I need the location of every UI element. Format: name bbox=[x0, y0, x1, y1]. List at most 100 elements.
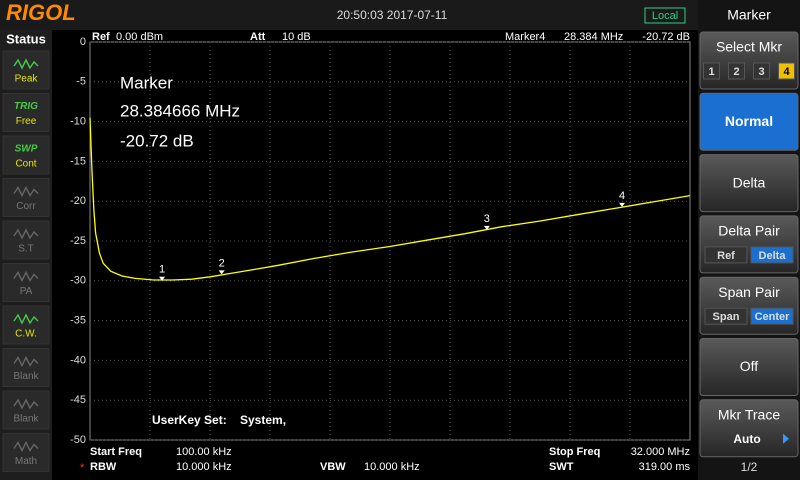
tag: TRIG bbox=[14, 101, 38, 112]
y-tick-label: -35 bbox=[70, 315, 86, 327]
label: C.W. bbox=[15, 329, 37, 340]
y-tick-label: -50 bbox=[70, 434, 86, 446]
y-tick-label: -25 bbox=[70, 235, 86, 247]
start: 100.00 kHz bbox=[176, 446, 232, 458]
start-label: Start Freq bbox=[90, 446, 142, 458]
marker-point bbox=[218, 270, 225, 275]
menu-button[interactable] bbox=[699, 338, 799, 396]
swt: 319.00 ms bbox=[639, 461, 691, 473]
status-item bbox=[2, 135, 50, 175]
y-tick-label: -10 bbox=[70, 116, 86, 128]
arrow bbox=[783, 433, 789, 444]
option-box[interactable] bbox=[704, 307, 748, 325]
marker-label: 1 bbox=[159, 264, 165, 276]
y-tick-label: -40 bbox=[70, 354, 86, 366]
title: Marker bbox=[120, 73, 173, 92]
tag: SWP bbox=[15, 144, 38, 155]
brand: RIGOL bbox=[6, 0, 76, 25]
ref-label: Ref bbox=[92, 31, 110, 43]
status-icon bbox=[13, 185, 39, 198]
status-icon bbox=[13, 228, 39, 240]
status-title: Status bbox=[6, 31, 46, 46]
marker-level: -20.72 dB bbox=[642, 31, 690, 43]
label: Normal bbox=[725, 113, 773, 129]
label: Blank bbox=[13, 414, 39, 425]
label: Delta Pair bbox=[718, 223, 780, 239]
menu-button[interactable] bbox=[699, 154, 799, 213]
label: Blank bbox=[13, 371, 39, 382]
label: Free bbox=[16, 116, 37, 127]
menu-button[interactable] bbox=[699, 92, 799, 151]
label: PA bbox=[20, 286, 33, 297]
label: 2 bbox=[733, 66, 739, 78]
option-box[interactable] bbox=[750, 246, 794, 264]
datetime: 20:50:03 2017-07-11 bbox=[337, 8, 448, 22]
marker-label: 4 bbox=[619, 190, 625, 202]
label: Span bbox=[713, 311, 740, 323]
label: Delta bbox=[759, 250, 787, 262]
y-tick-label: -45 bbox=[70, 394, 86, 406]
status-item bbox=[2, 93, 50, 132]
marker-point bbox=[483, 225, 490, 230]
label: UserKey Set: bbox=[152, 413, 227, 427]
status-item bbox=[2, 178, 50, 217]
label: Ref bbox=[717, 250, 735, 262]
option-box[interactable] bbox=[704, 246, 748, 264]
label: Peak bbox=[15, 74, 39, 85]
option-box[interactable] bbox=[750, 307, 794, 325]
y-tick-label: 0 bbox=[80, 36, 86, 48]
mode-box bbox=[644, 7, 686, 24]
y-tick-label: -30 bbox=[70, 275, 86, 287]
status-item bbox=[2, 390, 50, 430]
stop: 32.000 MHz bbox=[631, 446, 690, 458]
label: Off bbox=[740, 358, 759, 374]
mode: Local bbox=[652, 10, 678, 22]
y-tick-label: -5 bbox=[76, 76, 86, 88]
vbw-label: VBW bbox=[320, 461, 346, 473]
status-item bbox=[2, 263, 50, 302]
level: -20.72 dB bbox=[120, 131, 194, 150]
label: S.T bbox=[18, 244, 34, 255]
option-box[interactable] bbox=[778, 62, 795, 80]
marker-point bbox=[159, 276, 166, 281]
status-icon bbox=[13, 440, 39, 453]
marker-label: Marker4 bbox=[505, 31, 545, 43]
status-icon bbox=[13, 313, 39, 325]
y-tick-label: -15 bbox=[70, 155, 86, 167]
label: Math bbox=[15, 456, 37, 467]
option-box[interactable] bbox=[753, 62, 770, 80]
status-item bbox=[2, 433, 50, 472]
label: Corr bbox=[16, 201, 36, 212]
title: Marker bbox=[727, 7, 771, 23]
page: 1/2 bbox=[741, 460, 758, 474]
status-item bbox=[2, 305, 50, 345]
option-box[interactable] bbox=[703, 62, 720, 80]
menu-button[interactable] bbox=[699, 399, 799, 458]
menu-button[interactable] bbox=[699, 31, 799, 90]
status-icon bbox=[13, 355, 39, 368]
status-icon bbox=[13, 58, 39, 70]
option-box[interactable] bbox=[728, 62, 745, 80]
label: Select Mkr bbox=[716, 39, 782, 55]
vbw: 10.000 kHz bbox=[364, 461, 420, 473]
status-icon bbox=[13, 270, 39, 283]
stop-label: Stop Freq bbox=[549, 446, 600, 458]
rbw-label: RBW bbox=[90, 461, 117, 473]
label: 1 bbox=[708, 66, 714, 78]
header-bar bbox=[0, 0, 698, 30]
status-item bbox=[2, 50, 50, 90]
rbw-flag: * bbox=[80, 462, 85, 474]
status-item bbox=[2, 220, 50, 260]
label: Mkr Trace bbox=[718, 407, 780, 423]
trace bbox=[89, 117, 691, 281]
label: Center bbox=[755, 311, 791, 323]
marker-label: 2 bbox=[219, 257, 225, 269]
rbw: 10.000 kHz bbox=[176, 461, 232, 473]
marker-point bbox=[619, 202, 625, 207]
label: Span Pair bbox=[718, 284, 780, 300]
value: System, bbox=[240, 413, 286, 427]
marker-freq: 28.384 MHz bbox=[564, 31, 623, 43]
